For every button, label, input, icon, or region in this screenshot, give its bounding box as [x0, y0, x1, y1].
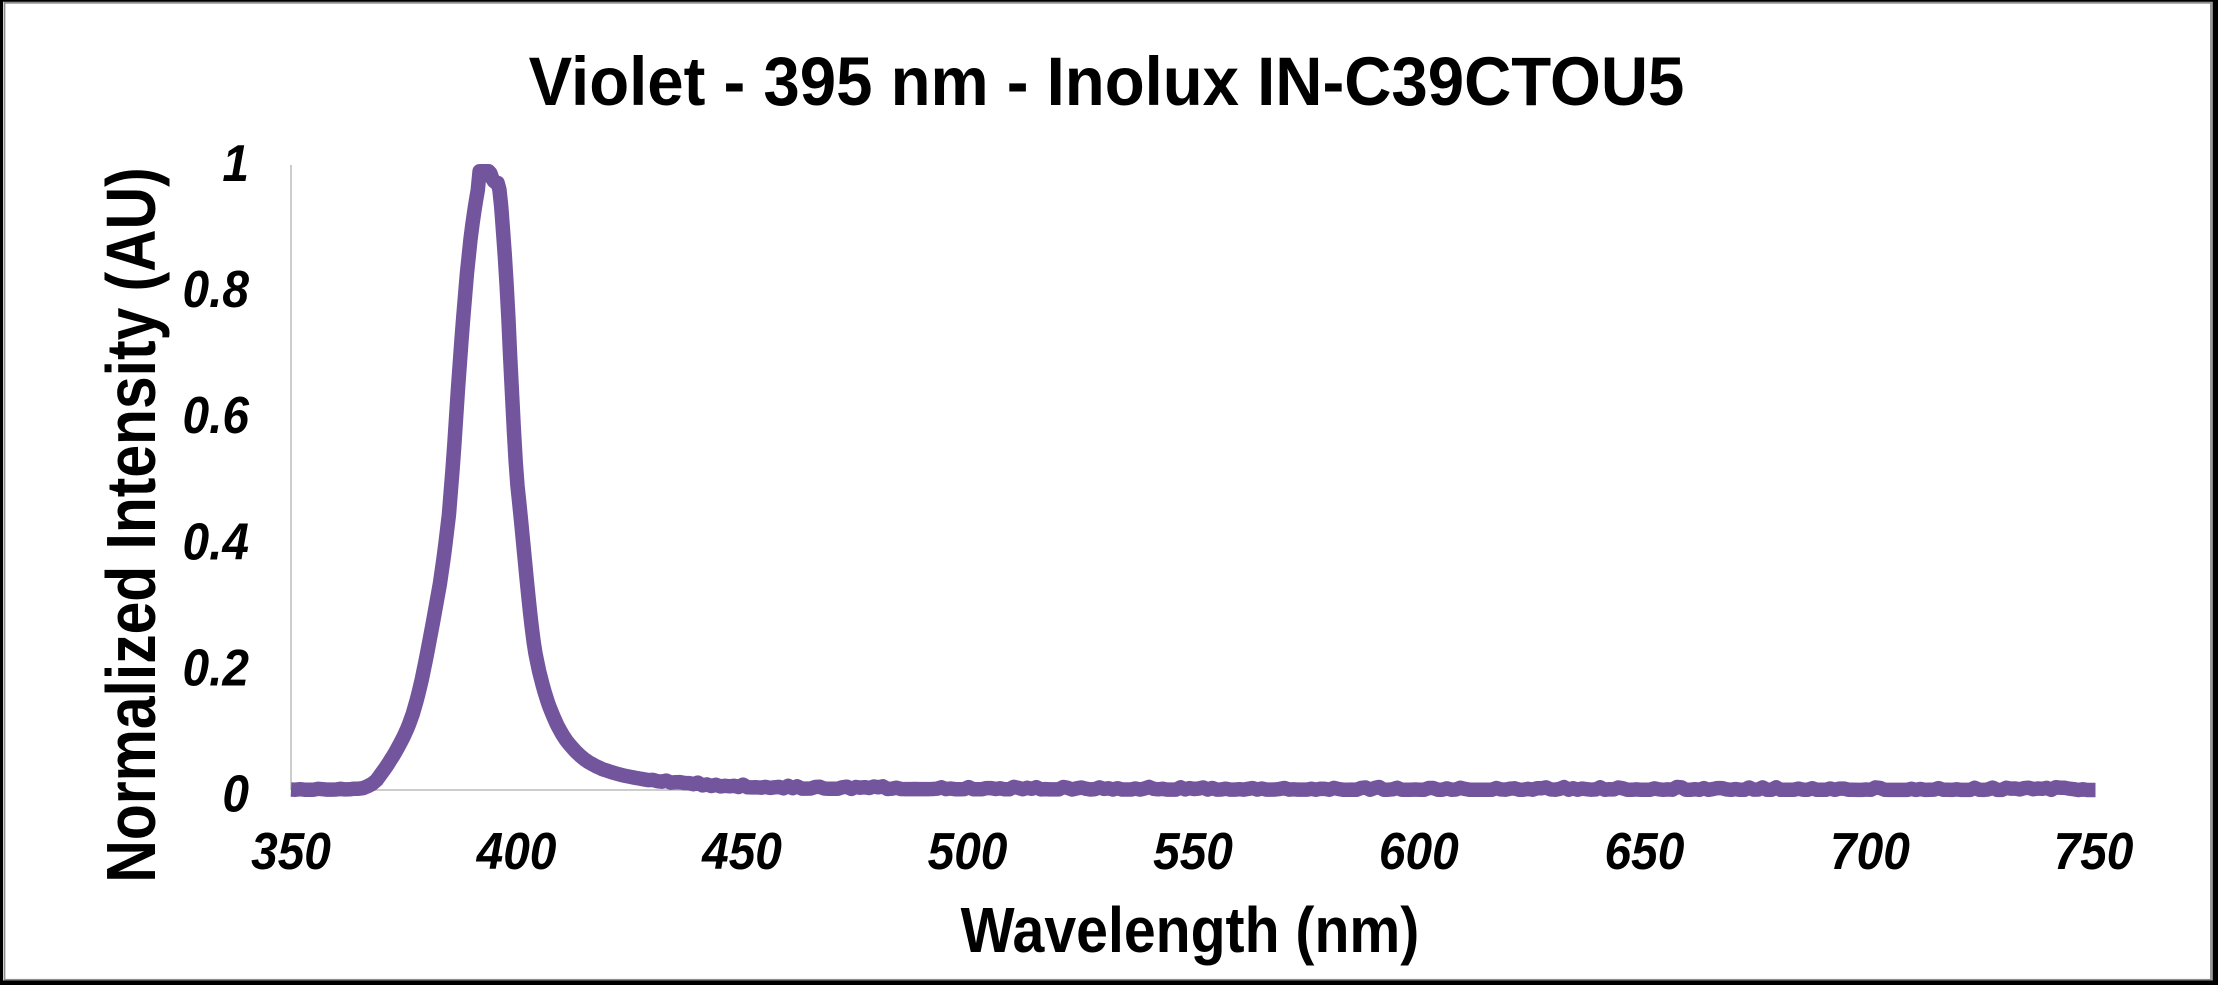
svg-text:0.4: 0.4 [182, 512, 249, 570]
svg-text:400: 400 [476, 822, 557, 880]
svg-text:750: 750 [2054, 822, 2134, 880]
svg-text:1: 1 [222, 134, 249, 192]
svg-text:0.8: 0.8 [182, 260, 249, 318]
svg-text:650: 650 [1604, 822, 1684, 880]
svg-text:700: 700 [1830, 822, 1910, 880]
svg-text:0.2: 0.2 [182, 639, 249, 697]
svg-text:Violet - 395 nm - Inolux IN-C3: Violet - 395 nm - Inolux IN-C39CTOU5 [529, 43, 1685, 120]
svg-text:0.6: 0.6 [182, 386, 250, 444]
svg-text:500: 500 [928, 822, 1008, 880]
svg-text:550: 550 [1153, 822, 1233, 880]
svg-text:0: 0 [222, 765, 249, 823]
svg-text:Normalized Intensity (AU): Normalized Intensity (AU) [91, 167, 170, 882]
svg-text:450: 450 [701, 822, 782, 880]
svg-text:350: 350 [251, 822, 331, 880]
svg-text:600: 600 [1379, 822, 1459, 880]
svg-text:Wavelength (nm): Wavelength (nm) [961, 894, 1420, 966]
